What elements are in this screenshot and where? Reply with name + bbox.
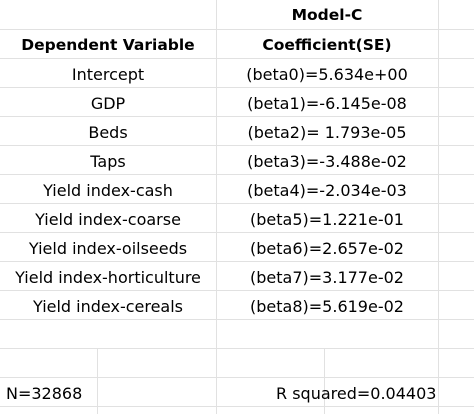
table-row: Taps (beta3)=-3.488e-02 [0,147,474,176]
gridline [0,319,474,320]
table-row: Yield index-cash (beta4)=-2.034e-03 [0,176,474,205]
table-row: Yield index-cereals (beta8)=5.619e-02 [0,292,474,321]
gridline [0,174,474,175]
coefficient-cell: (beta6)=2.657e-02 [250,239,404,258]
gridline [0,87,474,88]
coefficient-cell: (beta2)= 1.793e-05 [247,123,407,142]
table-row: Yield index-coarse (beta5)=1.221e-01 [0,205,474,234]
gridline [0,116,474,117]
table-row: Yield index-oilseeds (beta6)=2.657e-02 [0,234,474,263]
table-row: GDP (beta1)=-6.145e-08 [0,89,474,118]
variable-cell: Yield index-horticulture [15,268,201,287]
variable-cell: Beds [88,123,128,142]
coefficient-cell: (beta0)=5.634e+00 [246,65,408,84]
table-row: Yield index-horticulture (beta7)=3.177e-… [0,263,474,292]
coefficient-cell: (beta3)=-3.488e-02 [247,152,407,171]
gridline [0,145,474,146]
variable-cell: Yield index-cash [43,181,173,200]
variable-cell: Intercept [71,65,145,84]
gridline [216,0,217,414]
footer-row: N=32868 R squared=0.04403 [0,379,474,408]
gridline [0,406,474,407]
gridline [0,377,474,378]
gridline [97,348,98,414]
gridline [0,348,474,349]
gridline [438,0,439,414]
gridline [0,261,474,262]
r-squared: R squared=0.04403 [276,384,437,403]
coefficient-cell: (beta8)=5.619e-02 [250,297,404,316]
variable-cell: Yield index-oilseeds [28,239,188,258]
coefficient-cell: (beta4)=-2.034e-03 [247,181,407,200]
table-row: Beds (beta2)= 1.793e-05 [0,118,474,147]
gridline [0,29,474,30]
gridline [324,348,325,414]
gridline [0,203,474,204]
variable-cell: Taps [90,152,126,171]
dependent-variable-header: Dependent Variable [21,36,195,54]
variable-cell: GDP [90,94,126,113]
gridline [0,290,474,291]
sample-size: N=32868 [6,384,83,403]
gridline [0,232,474,233]
coefficient-cell: (beta7)=3.177e-02 [250,268,404,287]
coefficient-cell: (beta5)=1.221e-01 [250,210,404,229]
variable-cell: Yield index-coarse [35,210,181,229]
variable-cell: Yield index-cereals [32,297,184,316]
coefficient-header: Coefficient(SE) [262,36,392,54]
coefficient-cell: (beta1)=-6.145e-08 [247,94,407,113]
model-label-row: Model-C [0,1,474,30]
model-label: Model-C [291,6,363,24]
table-row: Intercept (beta0)=5.634e+00 [0,60,474,89]
header-row: Dependent Variable Coefficient(SE) [0,31,474,60]
gridline [0,58,474,59]
